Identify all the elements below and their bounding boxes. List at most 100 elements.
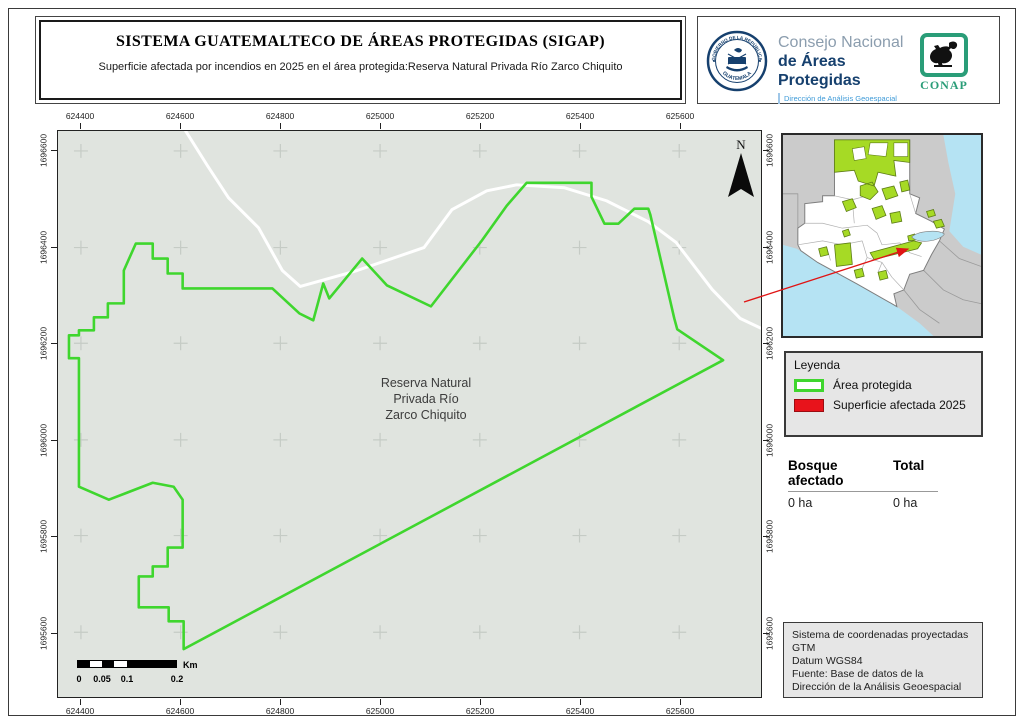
y-axis-label: 1696000 <box>764 423 775 458</box>
legend-item-affected-surface: Superficie afectada 2025 <box>794 398 973 412</box>
org-name-line1: Consejo Nacional <box>778 34 904 51</box>
scale-segment <box>90 661 102 667</box>
coordinate-system-info: Sistema de coordenadas proyectadas GTM D… <box>783 622 983 698</box>
scale-tick-label: 0.2 <box>170 674 184 684</box>
y-axis-tick <box>51 440 57 441</box>
y-axis-label: 1696400 <box>38 230 49 265</box>
conap-org-block: Consejo Nacional de Áreas Protegidas Dir… <box>778 34 928 104</box>
x-axis-tick <box>580 699 581 705</box>
legend-item-label: Área protegida <box>833 378 912 392</box>
legend: Leyenda Área protegida Superficie afecta… <box>784 351 983 437</box>
y-axis-tick <box>763 247 769 248</box>
page-title: SISTEMA GUATEMALTECO DE ÁREAS PROTEGIDAS… <box>115 33 606 50</box>
x-axis-tick <box>580 123 581 129</box>
y-axis-tick <box>763 536 769 537</box>
conap-logo: CONAP <box>914 33 974 93</box>
y-axis-tick <box>51 247 57 248</box>
scale-segment <box>127 661 176 667</box>
scale-tick-label: 0.1 <box>120 674 134 684</box>
x-axis-label: 625000 <box>365 111 395 121</box>
info-line: GTM <box>792 642 816 654</box>
legend-item-label: Superficie afectada 2025 <box>833 398 966 412</box>
scale-tick-label: 0.05 <box>93 674 111 684</box>
scale-segment <box>102 661 114 667</box>
conap-badge <box>920 33 968 77</box>
government-seal-icon: GOBIERNO DE LA REPÚBLICA GUATEMALA <box>706 30 768 92</box>
y-axis-tick <box>51 343 57 344</box>
x-axis-label: 625000 <box>365 706 395 716</box>
y-axis-tick <box>763 633 769 634</box>
y-axis-tick <box>51 150 57 151</box>
guatemala-inset-map[interactable] <box>781 133 983 338</box>
x-axis-label: 625400 <box>565 706 595 716</box>
affected-forest-stats: Bosque afectado Total 0 ha 0 ha <box>788 458 983 510</box>
caribbean-sea <box>943 135 981 255</box>
info-line: Sistema de coordenadas proyectadas <box>792 629 969 641</box>
header-box-inner: SISTEMA GUATEMALTECO DE ÁREAS PROTEGIDAS… <box>39 20 682 100</box>
x-axis-tick <box>180 699 181 705</box>
north-label: N <box>736 137 746 152</box>
x-axis-label: 624800 <box>265 111 295 121</box>
org-name-line2: de Áreas Protegidas <box>778 53 861 89</box>
y-axis-tick <box>763 150 769 151</box>
scale-unit: Km <box>183 660 198 670</box>
x-axis-tick <box>80 699 81 705</box>
stats-divider <box>788 491 938 492</box>
y-axis-label: 1695600 <box>764 616 775 651</box>
y-axis-label: 1695800 <box>38 519 49 554</box>
y-axis-tick <box>763 343 769 344</box>
y-axis-label: 1695800 <box>764 519 775 554</box>
x-axis-label: 624400 <box>65 706 95 716</box>
info-line: Datum WGS84 <box>792 655 863 667</box>
y-axis-label: 1696400 <box>764 230 775 265</box>
x-axis-label: 625600 <box>665 706 695 716</box>
protected-area-label: Reserva Natural Privada Río Zarco Chiqui… <box>356 375 496 423</box>
y-axis-label: 1696200 <box>38 326 49 361</box>
scale-segment <box>78 661 90 667</box>
x-axis-tick <box>480 699 481 705</box>
scale-tick-label: 0 <box>76 674 82 684</box>
seal-emblem <box>713 48 761 72</box>
lake-izabal <box>911 230 945 242</box>
x-axis-tick <box>280 699 281 705</box>
x-axis-label: 625200 <box>465 706 495 716</box>
map-canvas <box>67 131 761 651</box>
y-axis-tick <box>51 536 57 537</box>
org-direction-label: Dirección de Análisis Geoespacial <box>784 94 897 103</box>
x-axis-tick <box>680 123 681 129</box>
x-axis-tick <box>280 123 281 129</box>
x-axis-tick <box>380 699 381 705</box>
area-label-line1: Reserva Natural <box>380 376 472 390</box>
north-arrow-icon <box>728 153 754 197</box>
y-axis-label: 1696600 <box>764 133 775 168</box>
x-axis-tick <box>380 123 381 129</box>
conap-label: CONAP <box>920 78 968 92</box>
x-axis-label: 625600 <box>665 111 695 121</box>
legend-title: Leyenda <box>794 358 841 372</box>
y-axis-label: 1696000 <box>38 423 49 458</box>
y-axis-label: 1695600 <box>38 616 49 651</box>
org-divider <box>778 93 780 104</box>
protected-area-swatch <box>794 378 824 392</box>
info-line: Fuente: Base de datos de la <box>792 668 924 680</box>
page-subtitle: Superficie afectada por incendios en 202… <box>98 61 623 73</box>
info-line: Dirección de la Análisis Geoespacial <box>792 681 962 693</box>
x-axis-label: 624600 <box>165 706 195 716</box>
x-axis-tick <box>680 699 681 705</box>
area-label-line2: Privada Río <box>393 392 459 406</box>
area-label-line3: Zarco Chiquito <box>385 408 467 422</box>
x-axis-label: 624800 <box>265 706 295 716</box>
stats-col2-header: Total <box>893 458 925 473</box>
x-axis-label: 624400 <box>65 111 95 121</box>
svg-text:GUATEMALA: GUATEMALA <box>721 70 753 82</box>
x-axis-label: 625200 <box>465 111 495 121</box>
x-axis-label: 625400 <box>565 111 595 121</box>
protected-area-boundary <box>67 181 725 651</box>
header-box: SISTEMA GUATEMALTECO DE ÁREAS PROTEGIDAS… <box>35 16 686 104</box>
logo-box: GOBIERNO DE LA REPÚBLICA GUATEMALA Conse… <box>697 16 1000 104</box>
y-axis-tick <box>763 440 769 441</box>
scale-segment <box>114 661 127 667</box>
scale-bar-segments <box>77 660 177 668</box>
legend-item-protected-area: Área protegida <box>794 378 973 392</box>
main-map[interactable]: Reserva Natural Privada Río Zarco Chiqui… <box>57 130 762 698</box>
